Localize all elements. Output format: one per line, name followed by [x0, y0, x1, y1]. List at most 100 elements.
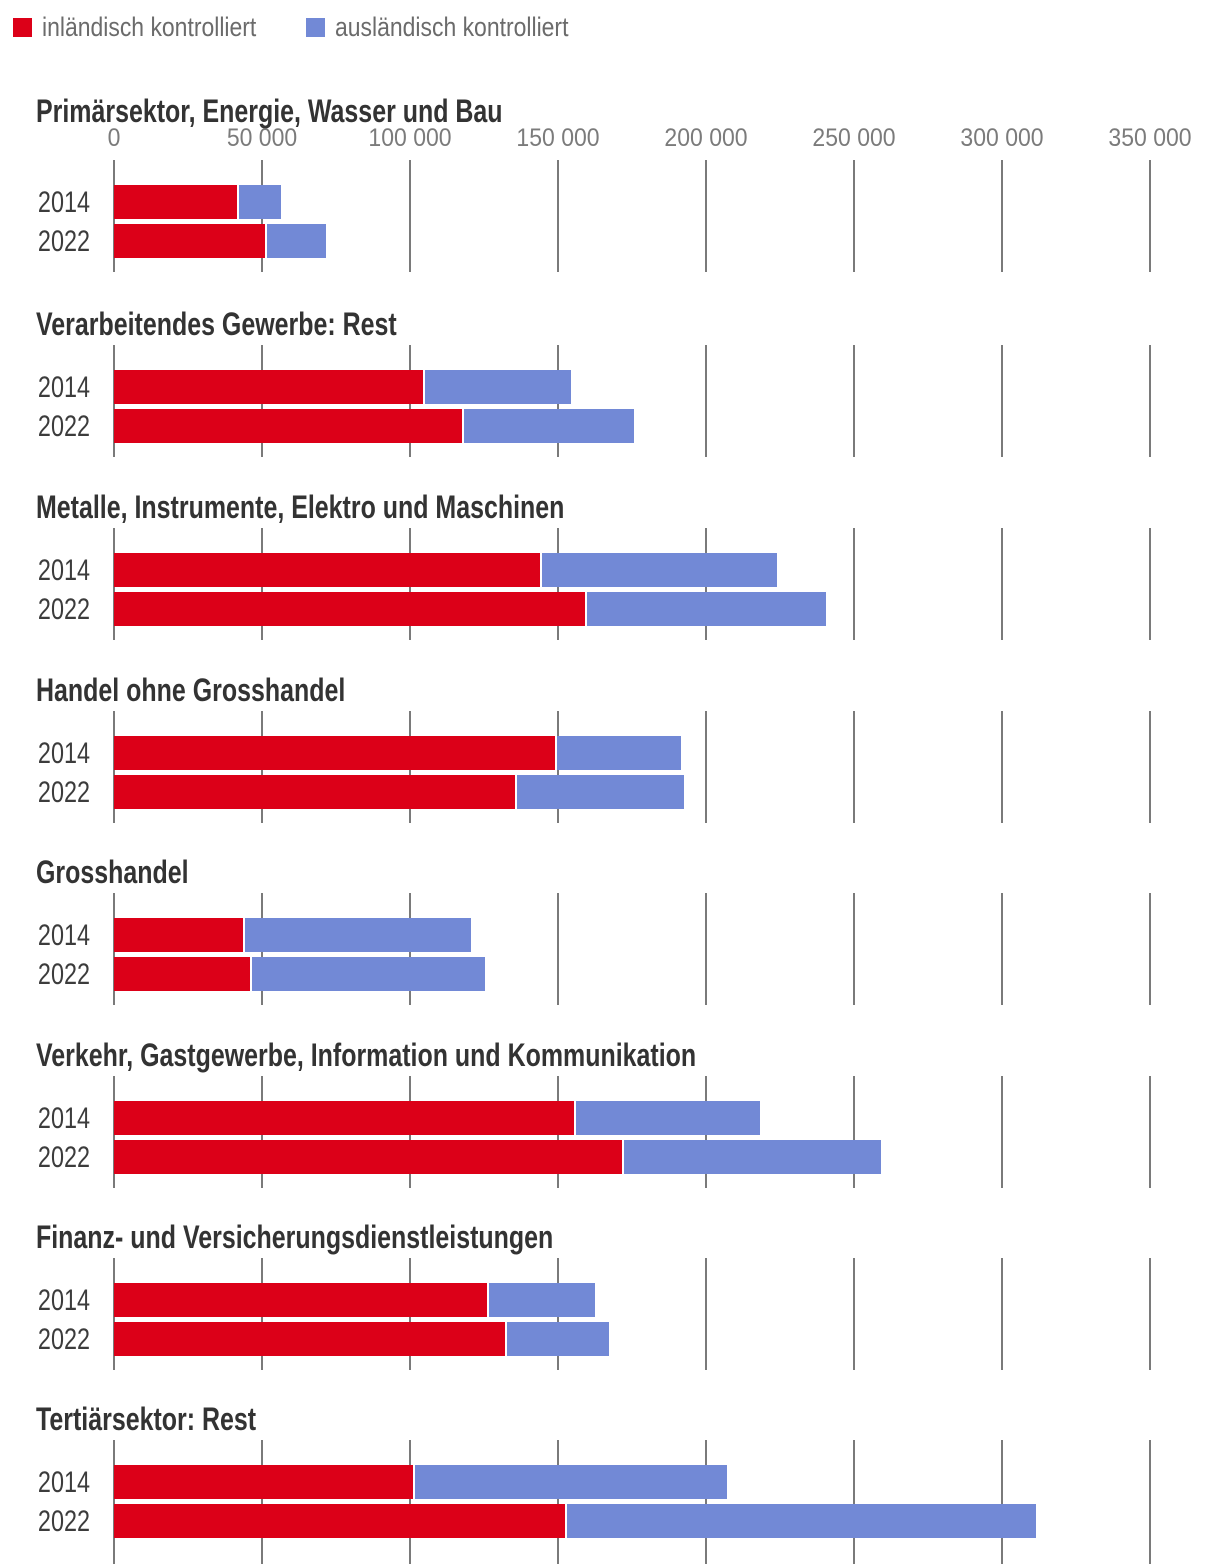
gridline: [1149, 528, 1151, 640]
bar-year-label: 2022: [37, 1141, 90, 1174]
gridline: [1149, 1076, 1151, 1188]
bar-segment-auslaendisch[interactable]: [622, 1140, 881, 1174]
gridline: [1001, 711, 1003, 823]
x-axis-tick-label: 250 000: [812, 124, 896, 152]
section-chart-area: 2014 2022: [0, 1076, 1220, 1188]
bar-segment-inlaendisch[interactable]: [114, 185, 237, 219]
gridline: [1149, 160, 1151, 272]
x-axis-tick-label: 150 000: [516, 124, 600, 152]
x-axis-tick-label: 100 000: [368, 124, 452, 152]
bar-year-label: 2022: [37, 1323, 90, 1356]
bar-year-label: 2022: [37, 1505, 90, 1538]
bar-year-label: 2014: [37, 919, 90, 952]
bar-segment-auslaendisch[interactable]: [540, 553, 777, 587]
bar-segment-auslaendisch[interactable]: [487, 1283, 595, 1317]
section-title: Metalle, Instrumente, Elektro und Maschi…: [36, 489, 565, 525]
bar-segment-inlaendisch[interactable]: [114, 957, 250, 991]
bar-year-label: 2014: [37, 1102, 90, 1135]
bar-segment-auslaendisch[interactable]: [515, 775, 684, 809]
gridline: [1001, 1440, 1003, 1564]
gridline: [1149, 345, 1151, 457]
section-chart-area: 2014 2022: [0, 1258, 1220, 1370]
bar-segment-inlaendisch[interactable]: [114, 1101, 574, 1135]
gridline: [409, 160, 411, 272]
gridline: [261, 1440, 263, 1564]
x-axis-tick-label: 0: [107, 124, 121, 152]
bar-segment-inlaendisch[interactable]: [114, 553, 540, 587]
bar-segment-auslaendisch[interactable]: [585, 592, 826, 626]
gridline: [705, 345, 707, 457]
bar-segment-auslaendisch[interactable]: [413, 1465, 727, 1499]
x-axis-tick-label: 200 000: [664, 124, 748, 152]
gridline: [1001, 1076, 1003, 1188]
section-title: Finanz- und Versicherungsdienstleistunge…: [36, 1219, 554, 1255]
legend-item-label: ausländisch kontrolliert: [335, 12, 569, 42]
section-title: Primärsektor, Energie, Wasser und Bau: [36, 93, 503, 129]
bar-segment-inlaendisch[interactable]: [114, 370, 423, 404]
bar-segment-auslaendisch[interactable]: [237, 185, 281, 219]
bar-year-label: 2022: [37, 958, 90, 991]
legend-item-inlaendisch[interactable]: inländisch kontrolliert: [13, 12, 294, 43]
bar-segment-auslaendisch[interactable]: [250, 957, 485, 991]
bar-year-label: 2014: [37, 1466, 90, 1499]
bar-segment-auslaendisch[interactable]: [574, 1101, 760, 1135]
bar-segment-inlaendisch[interactable]: [114, 1322, 505, 1356]
gridline: [853, 893, 855, 1005]
gridline: [853, 1258, 855, 1370]
bar-segment-inlaendisch[interactable]: [114, 592, 585, 626]
bar-segment-inlaendisch[interactable]: [114, 224, 265, 258]
bar-segment-inlaendisch[interactable]: [114, 918, 243, 952]
section-title: Verkehr, Gastgewerbe, Information und Ko…: [36, 1037, 697, 1073]
bar-segment-auslaendisch[interactable]: [555, 736, 681, 770]
legend-item-auslaendisch[interactable]: ausländisch kontrolliert: [306, 12, 610, 43]
gridline: [1149, 1258, 1151, 1370]
bar-segment-auslaendisch[interactable]: [565, 1504, 1036, 1538]
legend: inländisch kontrolliert ausländisch kontr…: [0, 12, 1220, 46]
x-axis-tick-label: 300 000: [960, 124, 1044, 152]
gridline: [705, 160, 707, 272]
bar-segment-auslaendisch[interactable]: [423, 370, 571, 404]
bar-year-label: 2014: [37, 371, 90, 404]
bar-segment-auslaendisch[interactable]: [265, 224, 326, 258]
gridline: [705, 893, 707, 1005]
section-chart-area: 2014 2022: [0, 711, 1220, 823]
gridline: [853, 711, 855, 823]
x-axis-tick-label: 50 000: [226, 124, 298, 152]
gridline: [853, 160, 855, 272]
section-title: Handel ohne Grosshandel: [36, 672, 346, 708]
bar-segment-inlaendisch[interactable]: [114, 1140, 622, 1174]
legend-swatch-auslaendisch-icon: [306, 18, 325, 37]
bar-segment-inlaendisch[interactable]: [114, 1465, 413, 1499]
bar-segment-auslaendisch[interactable]: [243, 918, 471, 952]
gridline: [853, 345, 855, 457]
bar-year-label: 2022: [37, 593, 90, 626]
gridline: [705, 711, 707, 823]
bar-year-label: 2022: [37, 225, 90, 258]
gridline: [1149, 893, 1151, 1005]
section-chart-area: 2014 2022: [0, 1440, 1220, 1564]
bar-segment-inlaendisch[interactable]: [114, 1504, 565, 1538]
gridline: [853, 528, 855, 640]
bar-year-label: 2014: [37, 737, 90, 770]
gridline: [1001, 160, 1003, 272]
gridline: [1149, 1440, 1151, 1564]
bar-segment-auslaendisch[interactable]: [462, 409, 634, 443]
bar-segment-inlaendisch[interactable]: [114, 775, 515, 809]
gridline: [1001, 893, 1003, 1005]
gridline: [557, 160, 559, 272]
gridline: [705, 1440, 707, 1564]
bar-year-label: 2022: [37, 776, 90, 809]
bar-year-label: 2014: [37, 1284, 90, 1317]
bar-segment-inlaendisch[interactable]: [114, 736, 555, 770]
gridline: [557, 893, 559, 1005]
bar-segment-inlaendisch[interactable]: [114, 409, 462, 443]
bar-segment-inlaendisch[interactable]: [114, 1283, 487, 1317]
bar-year-label: 2014: [37, 186, 90, 219]
gridline: [705, 1258, 707, 1370]
section-title: Verarbeitendes Gewerbe: Rest: [36, 306, 397, 342]
section-chart-area: 2014 2022: [0, 345, 1220, 457]
bar-segment-auslaendisch[interactable]: [505, 1322, 609, 1356]
bar-year-label: 2022: [37, 410, 90, 443]
gridline: [1001, 1258, 1003, 1370]
